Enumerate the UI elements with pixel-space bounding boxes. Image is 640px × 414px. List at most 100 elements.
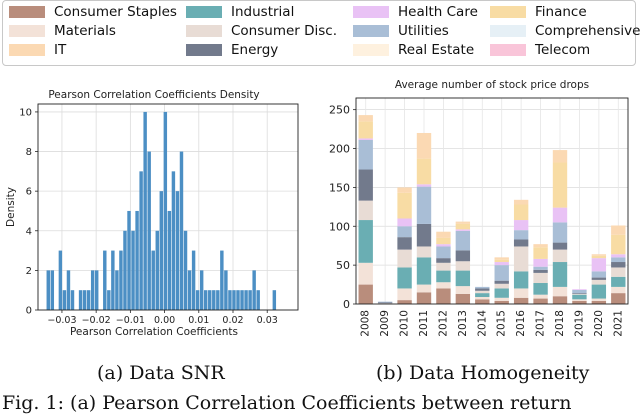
bar-segment-industrial: [358, 220, 373, 263]
legend-label: Comprehensive: [535, 23, 640, 39]
bar-segment-utilities: [513, 230, 529, 240]
legend-item-telecom: Telecom: [490, 42, 590, 58]
histogram-chart: −0.03 −0.02 −0.01 0.00 0.01 0.02 0.03 0 2 4 6 8 10 Pe…: [5, 89, 299, 337]
bar-segment-industrial: [513, 271, 529, 289]
bar-segment-industrial: [552, 262, 568, 287]
histogram-bar: [220, 250, 224, 310]
histogram-bar: [135, 210, 139, 310]
bar-segment-materials: [494, 297, 509, 301]
x-tick-label: 0.00: [154, 315, 175, 326]
bar-segment-consumer-disc: [591, 279, 607, 285]
bar-segment-consumer-staples: [475, 299, 490, 304]
bar-segment-energy: [513, 239, 529, 247]
caption-b: (b) Data Homogeneity: [376, 362, 590, 384]
legend-label: IT: [54, 42, 67, 58]
histogram-bar: [58, 250, 63, 310]
legend-item-energy: Energy: [186, 42, 278, 58]
bar-segment-materials: [475, 297, 490, 300]
bar-segment-materials: [591, 298, 607, 301]
bar-segment-consumer-staples: [513, 297, 529, 304]
legend-label: Industrial: [231, 4, 295, 20]
bar-segment-utilities: [377, 301, 393, 303]
histogram-bar: [147, 151, 151, 310]
histogram-bar: [252, 270, 256, 310]
legend-swatch: [353, 6, 389, 18]
bar-segment-health-care: [572, 289, 587, 291]
y-tick-label: 4: [26, 226, 32, 237]
histogram-bar: [203, 290, 208, 310]
histogram-bar: [94, 270, 99, 310]
bar-segment-finance: [436, 237, 451, 245]
histogram-bar: [256, 290, 260, 310]
histogram-bar: [175, 191, 180, 310]
bar-segment-utilities: [455, 230, 471, 251]
bar-segment-energy: [611, 262, 626, 268]
histogram-bar: [123, 230, 127, 310]
bar-segment-health-care: [552, 207, 568, 223]
bar-segment-consumer-disc: [358, 200, 373, 221]
bar-segment-consumer-disc: [475, 290, 490, 294]
bar-segment-finance: [455, 223, 471, 230]
bar-segment-finance: [552, 162, 568, 208]
caption-a: (a) Data SNR: [97, 362, 225, 384]
x-tick-label: 0.02: [222, 315, 243, 326]
histogram-bar: [103, 250, 107, 310]
y-tick-label: 6: [26, 187, 32, 198]
legend-swatch: [186, 25, 222, 37]
stacked-bar-chart: 2008 2009 2010 2011 2012 2013 2014 2015 2016 2017…: [329, 79, 629, 337]
y-tick-label: 150: [329, 181, 350, 194]
x-tick-label: 2016: [515, 310, 527, 337]
bar-segment-utilities: [533, 266, 548, 270]
legend-item-comprehensive: Comprehensive: [490, 23, 640, 39]
bar-segment-consumer-disc: [572, 293, 587, 295]
bar-segment-materials: [611, 286, 626, 294]
legend-item-utilities: Utilities: [353, 23, 449, 39]
y-tick-label: 0: [343, 298, 350, 311]
legend-swatch: [186, 44, 222, 56]
bar-segment-energy: [397, 237, 412, 250]
bar-segment-materials: [436, 282, 451, 289]
bar-segment-it: [436, 231, 451, 238]
histogram-bar: [272, 290, 277, 310]
legend-swatch: [9, 6, 45, 18]
bar-segment-it: [455, 221, 471, 224]
histogram-bar: [107, 290, 111, 310]
bar-segment-energy: [572, 293, 587, 294]
bar-segment-energy: [591, 277, 607, 280]
bar-segment-consumer-disc: [533, 272, 548, 284]
bar-segment-utilities: [358, 139, 373, 170]
bar-segment-industrial: [533, 283, 548, 295]
bar-segment-health-care: [455, 229, 471, 231]
histogram-bar: [224, 270, 228, 310]
bar-segment-finance: [591, 255, 607, 259]
y-tick-label: 200: [329, 143, 350, 156]
bar-segment-consumer-staples: [494, 300, 509, 304]
legend-label: Finance: [535, 4, 587, 20]
histogram-bar: [86, 290, 91, 310]
bar-segment-it: [416, 132, 432, 159]
legend-item-consumer-disc: Consumer Disc.: [186, 23, 337, 39]
histogram-bar: [167, 210, 172, 310]
x-tick-label: 2011: [418, 310, 430, 337]
bar-segment-consumer-staples: [591, 300, 607, 304]
histogram-bar: [131, 230, 135, 310]
legend-item-finance: Finance: [490, 4, 587, 20]
bar-segment-industrial: [494, 288, 509, 298]
bar-segment-consumer-disc: [455, 261, 471, 271]
bar-segment-consumer-disc: [611, 267, 626, 277]
bar-segment-health-care: [416, 184, 432, 187]
bar-segment-consumer-staples: [572, 300, 587, 304]
plot-frame: [37, 103, 299, 311]
histogram-bar: [244, 290, 248, 310]
bar-segment-energy: [533, 269, 548, 273]
bar-segment-energy: [436, 258, 451, 263]
bar-segment-finance: [416, 158, 432, 185]
x-tick-label: 2009: [379, 310, 391, 337]
legend-label: Utilities: [398, 23, 449, 39]
histogram-bar: [212, 290, 216, 310]
bar-segment-materials: [552, 286, 568, 297]
histogram-bar: [228, 290, 232, 310]
bar-segment-materials: [416, 284, 432, 293]
bar-segment-consumer-disc: [552, 249, 568, 263]
histogram-bar: [62, 290, 67, 310]
